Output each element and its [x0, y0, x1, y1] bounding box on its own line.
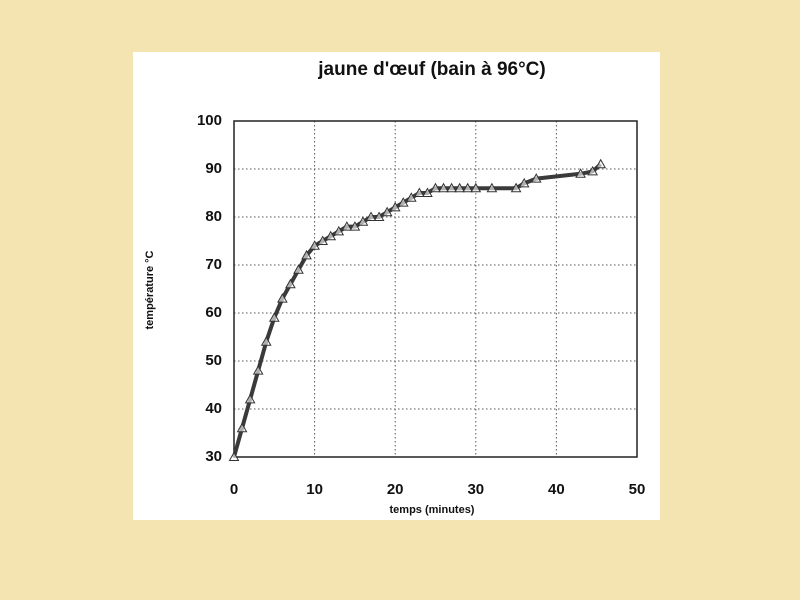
data-point [454, 182, 466, 193]
data-point [430, 182, 441, 193]
y-tick-label: 100 [197, 112, 222, 129]
data-point [486, 182, 498, 193]
data-point [575, 168, 586, 178]
panel [133, 52, 660, 520]
data-point [381, 206, 393, 217]
data-point [228, 451, 240, 461]
x-tick-label: 10 [306, 481, 323, 498]
y-tick-label: 30 [205, 448, 222, 465]
data-point [293, 264, 304, 274]
data-point [236, 422, 248, 433]
data-point [510, 182, 522, 193]
data-point [587, 165, 599, 176]
data-point [518, 177, 530, 188]
data-point [333, 225, 345, 236]
y-tick-label: 70 [205, 256, 222, 273]
data-point [422, 187, 433, 197]
x-tick-label: 0 [230, 481, 238, 498]
data-point [309, 240, 320, 250]
data-point [268, 312, 280, 322]
y-tick-label: 60 [205, 304, 222, 321]
data-point [317, 235, 329, 245]
data-point [357, 216, 369, 226]
data-point [397, 197, 409, 207]
data-point [277, 293, 288, 303]
data-point [414, 187, 425, 197]
y-tick-label: 80 [205, 208, 222, 225]
y-tick-label: 50 [205, 352, 222, 369]
plot-frame [233, 120, 638, 458]
data-point [244, 393, 256, 404]
y-tick-label: 90 [205, 160, 222, 177]
data-point [405, 192, 417, 202]
data-point [470, 182, 482, 193]
data-point [462, 182, 474, 193]
data-point [301, 249, 312, 260]
y-tick-label: 40 [205, 400, 222, 417]
data-point [595, 158, 607, 169]
data-point [349, 221, 361, 231]
data-point [373, 211, 385, 221]
data-point [325, 230, 337, 241]
data-point [438, 182, 449, 193]
x-tick-label: 50 [629, 481, 646, 498]
y-axis-label: température °C [144, 250, 156, 329]
data-point [341, 221, 353, 231]
data-point [252, 365, 264, 375]
x-tick-label: 30 [467, 481, 484, 498]
x-axis-label: temps (minutes) [390, 504, 475, 516]
x-tick-label: 20 [387, 481, 404, 498]
data-point [365, 211, 377, 221]
x-tick-label: 40 [548, 481, 565, 498]
data-point [446, 182, 457, 193]
data-point [530, 173, 542, 183]
data-point [260, 336, 272, 346]
data-point [285, 278, 296, 289]
chart-title: jaune d'œuf (bain à 96°C) [317, 59, 545, 80]
data-point [389, 201, 401, 212]
